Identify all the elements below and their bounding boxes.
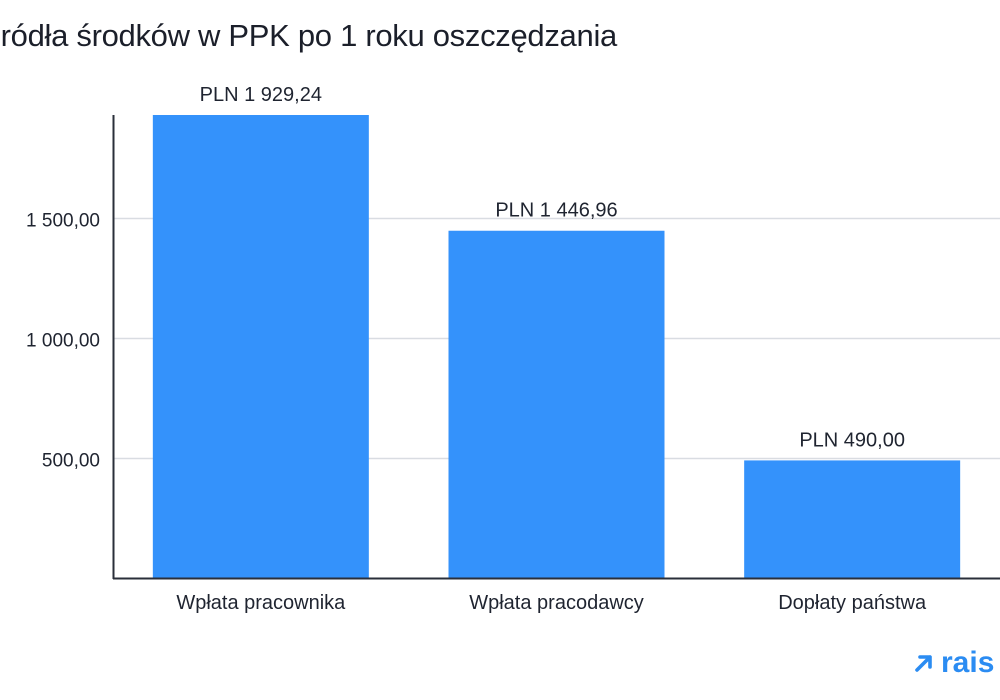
category-label: Wpłata pracownika: [176, 592, 346, 614]
chart-title: Źródła środków w PPK po 1 roku oszczędza…: [0, 18, 617, 53]
labels: 500,00 1 000,00 1 500,00 PLN 1 929,24 Wpłata…: [26, 84, 927, 614]
data-label: PLN 1 446,96: [495, 200, 617, 222]
brand-text: rais: [941, 646, 995, 679]
y-tick-label: 1 000,00: [26, 331, 100, 352]
category-label: Wpłata pracodawcy: [469, 592, 644, 614]
axes: [112, 115, 1000, 580]
brand-logo: rais: [913, 646, 994, 680]
arrow-up-right-icon: [913, 652, 935, 674]
data-label: PLN 490,00: [799, 429, 905, 451]
category-label: Dopłaty państwa: [778, 592, 927, 614]
y-tick-label: 500,00: [42, 451, 100, 472]
y-tick-label: 1 500,00: [26, 211, 100, 232]
bars: [152, 115, 961, 578]
data-label: PLN 1 929,24: [200, 84, 322, 106]
bar: [152, 115, 369, 578]
bar: [448, 230, 665, 578]
bar: [744, 460, 961, 578]
